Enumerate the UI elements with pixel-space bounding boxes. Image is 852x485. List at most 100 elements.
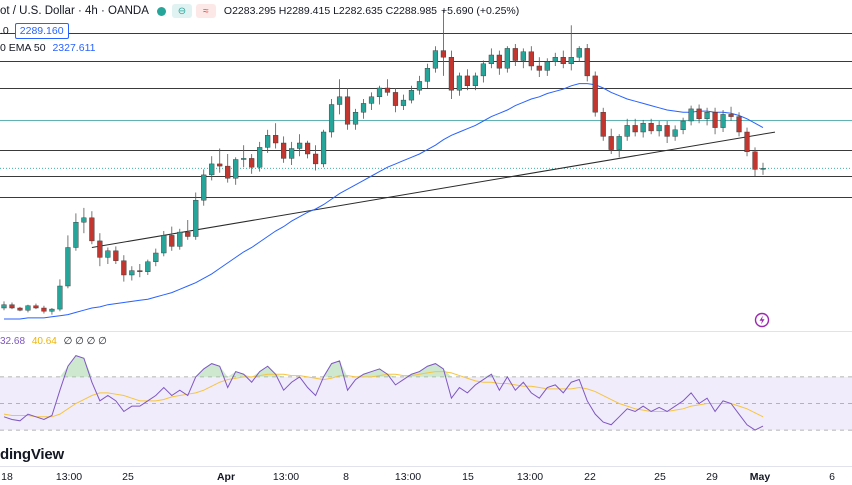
- x-tick-label: 22: [584, 471, 596, 483]
- candle: [376, 85, 383, 105]
- candle-body: [360, 103, 367, 113]
- candle-body: [145, 261, 151, 272]
- candle-body: [344, 96, 351, 125]
- candle-body: [33, 305, 39, 309]
- candle: [632, 118, 638, 137]
- candle-body: [49, 308, 55, 312]
- candle: [456, 72, 462, 96]
- candle-body: [65, 247, 71, 287]
- candle-body: [464, 75, 470, 87]
- candle-body: [584, 48, 590, 77]
- candle-body: [41, 307, 47, 312]
- candle: [249, 154, 255, 174]
- x-tick-label: 25: [654, 471, 666, 483]
- candle-body: [752, 151, 758, 170]
- candle-body: [560, 57, 566, 65]
- candle: [9, 302, 15, 310]
- chip-icon-2[interactable]: ≈: [195, 4, 216, 18]
- candle: [608, 128, 614, 154]
- x-tick-label: 13:00: [516, 471, 544, 483]
- rsi-value: 32.68: [0, 336, 26, 347]
- ohlc-values: O2283.295 H2289.415 L2282.635 C2288.985: [223, 5, 438, 17]
- x-tick-label: 29: [706, 471, 718, 483]
- candle: [17, 306, 23, 312]
- candle: [257, 141, 263, 172]
- candle: [648, 118, 654, 135]
- current-price-box: 2289.160: [14, 23, 69, 39]
- candle-body: [209, 163, 215, 176]
- candle: [49, 308, 55, 315]
- candle-body: [432, 50, 439, 69]
- candle-body: [297, 142, 303, 149]
- symbol-title[interactable]: ot / U.S. Dollar · 4h · OANDA: [0, 5, 149, 17]
- candle: [217, 148, 223, 173]
- chart-header: ot / U.S. Dollar · 4h · OANDA ⊖ ≈ O2283.…: [0, 4, 519, 18]
- candle-body: [400, 99, 407, 106]
- ema-50-series: [4, 83, 764, 320]
- ema-50-line: [4, 83, 764, 320]
- market-open-icon: [156, 6, 166, 16]
- rsi-legend[interactable]: 32.68 40.64 ∅ ∅ ∅ ∅: [0, 336, 107, 347]
- candle: [592, 71, 598, 117]
- candle: [616, 134, 622, 158]
- candle: [480, 60, 486, 83]
- candle: [664, 121, 670, 143]
- candle: [576, 46, 582, 62]
- price-indicator-row: .0 2289.160: [0, 23, 69, 39]
- candle-body: [89, 217, 95, 242]
- candle: [73, 213, 79, 251]
- candle: [720, 110, 726, 132]
- rsi-series: [3, 355, 764, 431]
- candle: [153, 248, 159, 267]
- candle-body: [488, 54, 494, 65]
- candle-body: [448, 57, 455, 91]
- candle-body: [249, 158, 255, 168]
- rsi-ma-series: [3, 371, 764, 418]
- ema-legend[interactable]: 0 EMA 50 2327.611: [0, 42, 95, 54]
- candle: [41, 305, 47, 314]
- ema-value: 2327.611: [52, 42, 96, 54]
- candle-body: [193, 199, 199, 237]
- candle: [121, 255, 127, 282]
- candle: [225, 154, 231, 183]
- x-tick-label: 13:00: [272, 471, 300, 483]
- candle: [281, 136, 287, 163]
- candle-body: [504, 48, 510, 69]
- candle-body: [392, 92, 399, 106]
- candle-body: [9, 304, 15, 309]
- candle-body: [640, 122, 646, 133]
- candle-body: [305, 142, 311, 155]
- candle: [312, 145, 319, 171]
- candle-body: [416, 81, 423, 91]
- candles[interactable]: [1, 9, 766, 315]
- candle: [297, 134, 303, 157]
- candle-body: [688, 108, 694, 122]
- candle: [169, 226, 175, 251]
- candle: [241, 145, 247, 168]
- x-tick-label: Apr: [216, 471, 236, 483]
- candle-body: [600, 111, 606, 137]
- candle: [496, 50, 502, 75]
- candle-body: [576, 48, 582, 58]
- candle-body: [656, 125, 662, 132]
- price-prefix: .0: [0, 25, 9, 37]
- candle-body: [73, 221, 79, 248]
- candle: [81, 207, 87, 234]
- candle-body: [720, 114, 726, 128]
- candle-body: [440, 50, 447, 58]
- x-tick-label: 15: [462, 471, 474, 483]
- candle: [265, 129, 271, 153]
- chip-icon-1[interactable]: ⊖: [171, 4, 192, 18]
- trendline[interactable]: [91, 131, 776, 248]
- trendline-segment: [91, 131, 776, 248]
- candle-body: [169, 235, 175, 247]
- candle-body: [352, 111, 359, 125]
- candle: [504, 46, 510, 73]
- candle: [584, 44, 590, 82]
- candle: [680, 117, 686, 135]
- candle-body: [105, 250, 111, 258]
- lightning-icon[interactable]: [754, 312, 770, 328]
- candle-body: [480, 63, 486, 77]
- candle-body: [568, 57, 574, 65]
